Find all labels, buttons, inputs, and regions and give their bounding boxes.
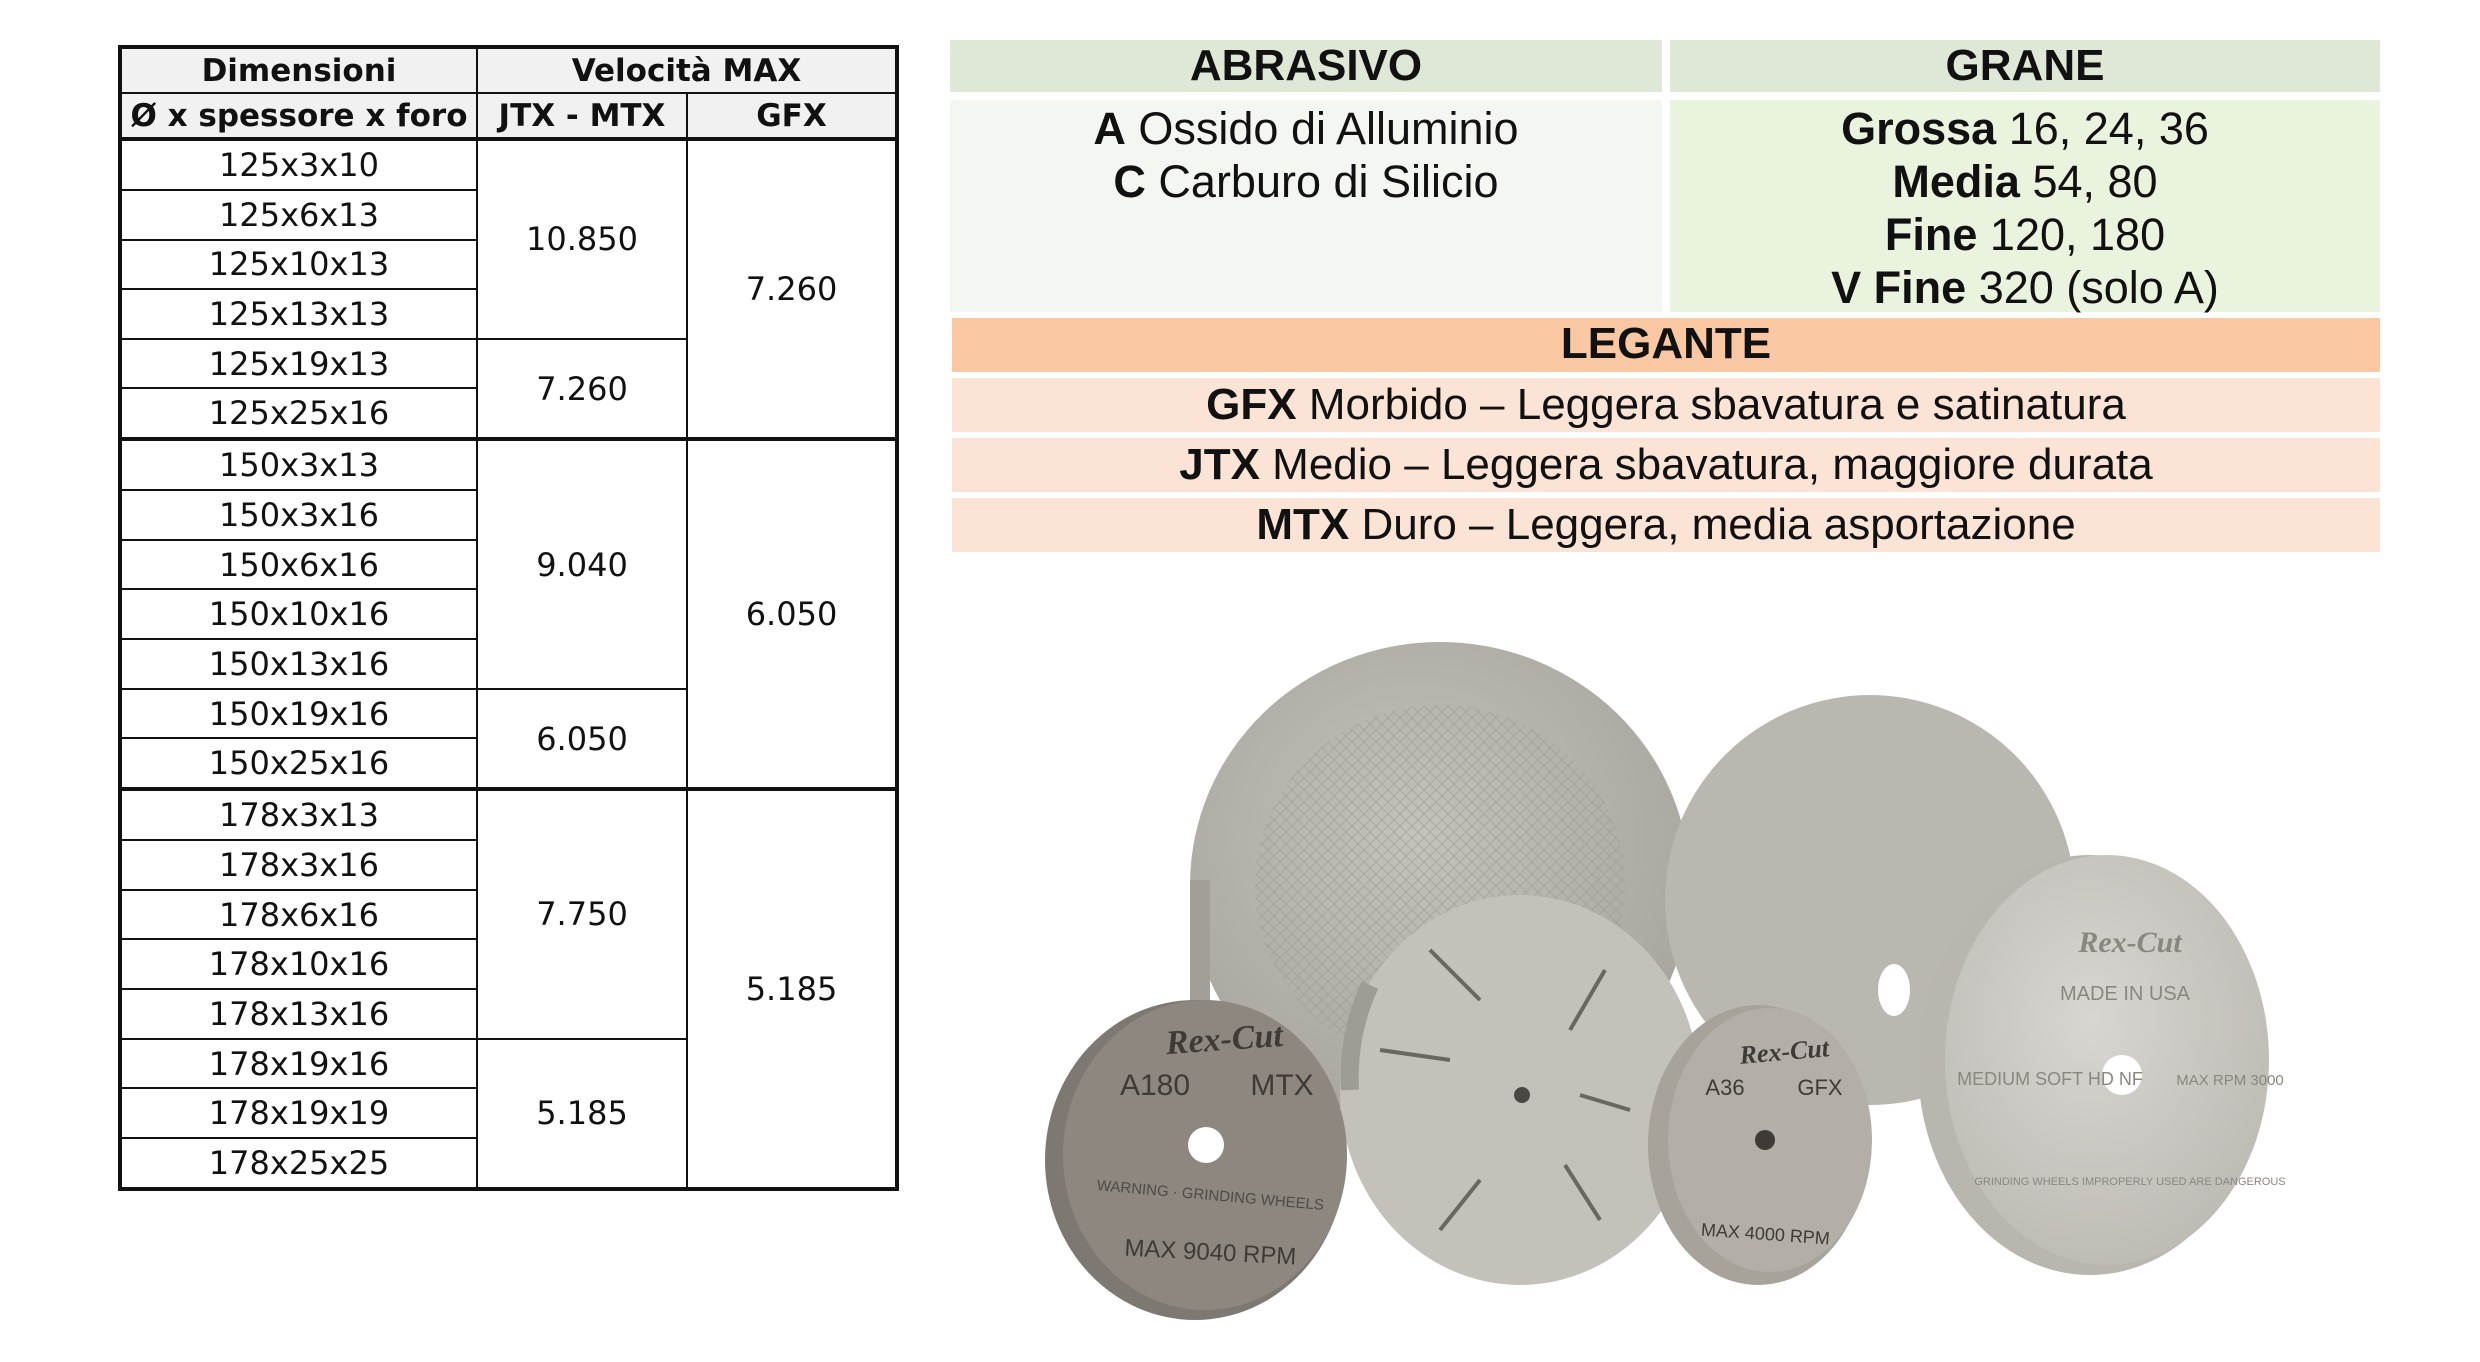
table-row: 178x6x16 xyxy=(119,888,897,941)
wheel-a180-bond: MTX xyxy=(1250,1069,1313,1102)
wheel-a180-brand: Rex-Cut xyxy=(1164,1017,1286,1062)
header-gfx: GFX xyxy=(686,92,898,141)
table-row: 125x6x13 xyxy=(119,188,897,241)
wheel-a36-grit: A36 xyxy=(1705,1075,1744,1100)
grane-item: Fine 120, 180 xyxy=(1884,209,2166,260)
legante-item-gfx: GFX Morbido – Leggera sbavatura e satina… xyxy=(952,378,2380,432)
dimension-cell: 125x3x10 xyxy=(119,138,478,191)
table-row: 178x25x25 xyxy=(119,1136,897,1192)
dimension-cell: 178x10x16 xyxy=(119,938,478,991)
wheel-medium-brand: Rex-Cut xyxy=(2077,926,2183,959)
table-row: 178x10x16 xyxy=(119,938,897,991)
gfx-speed-cell: 5.185 xyxy=(686,788,898,1191)
legante-item-mtx: MTX Duro – Leggera, media asportazione xyxy=(952,498,2380,552)
table-row: 125x25x16 xyxy=(119,387,897,442)
gfx-speed-cell: 7.260 xyxy=(686,137,898,442)
wheel-a36-gfx: Rex-Cut A36 GFX MAX 4000 RPM xyxy=(1648,1005,1872,1285)
grane-item: Grossa 16, 24, 36 xyxy=(1841,103,2209,154)
table-row: 150x19x16 6.050 xyxy=(119,687,897,792)
abrasivo-list: A Ossido di Alluminio C Carburo di Silic… xyxy=(950,100,1662,312)
wheel-a180-mtx: Rex-Cut A180 MTX WARNING · GRINDING WHEE… xyxy=(1045,1000,1347,1320)
grane-list: Grossa 16, 24, 36 Media 54, 80 Fine 120,… xyxy=(1670,100,2380,313)
wheel-medium-warning: GRINDING WHEELS IMPROPERLY USED ARE DANG… xyxy=(1974,1176,2285,1188)
abrasivo-header: ABRASIVO xyxy=(950,40,1662,92)
header-dimension-format: Ø x spessore x foro xyxy=(119,92,478,141)
abrasivo-item: A Ossido di Alluminio xyxy=(1093,103,1519,154)
product-photo: Rex-Cut A180 MTX WARNING · GRINDING WHEE… xyxy=(1045,642,2286,1320)
grane-header: GRANE xyxy=(1670,40,2380,92)
table-row: 125x3x10 10.850 7.260 xyxy=(119,137,898,442)
dimension-cell: 125x19x13 xyxy=(119,337,478,390)
wheel-medium-rpm: MAX RPM 3000 xyxy=(2176,1072,2284,1089)
jtx-mtx-speed-cell: 5.185 xyxy=(476,1037,688,1192)
dimension-cell: 178x19x19 xyxy=(119,1087,478,1139)
gfx-speed-cell: 6.050 xyxy=(686,438,898,792)
table-row: 150x3x16 xyxy=(119,489,897,541)
table-row: 150x6x16 xyxy=(119,538,897,591)
table-row: 178x19x16 5.185 xyxy=(119,1037,897,1192)
jtx-mtx-speed-cell: 9.040 xyxy=(476,438,688,690)
dimension-cell: 125x13x13 xyxy=(119,288,478,340)
wheel-medium-spec: MEDIUM SOFT HD NF xyxy=(1957,1069,2143,1089)
table-row: 125x13x13 xyxy=(119,288,897,340)
abrasivo-item: C Carburo di Silicio xyxy=(1113,156,1499,207)
wheel-medium-soft: Rex-Cut MADE IN USA MEDIUM SOFT HD NF MA… xyxy=(1918,855,2286,1275)
dimension-cell: 178x3x16 xyxy=(119,839,478,891)
table-row: 178x3x13 7.750 5.185 xyxy=(119,788,898,1191)
jtx-mtx-speed-cell: 7.260 xyxy=(476,337,688,442)
table-row: 178x13x16 xyxy=(119,988,897,1040)
table-row: 178x19x19 xyxy=(119,1087,897,1139)
dimension-cell: 150x6x16 xyxy=(119,538,478,591)
legante-header: LEGANTE xyxy=(952,318,2380,372)
speed-table: Dimensioni Velocità MAX Ø x spessore x f… xyxy=(118,45,899,1192)
dimension-cell: 178x3x13 xyxy=(119,788,478,842)
dimension-cell: 178x13x16 xyxy=(119,988,478,1040)
jtx-mtx-speed-cell: 6.050 xyxy=(476,687,688,792)
dimension-cell: 178x19x16 xyxy=(119,1037,478,1090)
dimension-cell: 178x6x16 xyxy=(119,888,478,941)
header-velocita-max: Velocità MAX xyxy=(476,46,898,94)
jtx-mtx-speed-cell: 7.750 xyxy=(476,788,688,1040)
table-body: 125x3x10 10.850 7.260 125x6x13 125x10x13 125x… xyxy=(119,137,898,1192)
table-row: 178x3x16 xyxy=(119,839,897,891)
legante-item-jtx: JTX Medio – Leggera sbavatura, maggiore … xyxy=(952,438,2380,492)
dimension-cell: 150x13x16 xyxy=(119,638,478,690)
wheel-a180-grit: A180 xyxy=(1120,1069,1190,1102)
table-row: 150x10x16 xyxy=(119,588,897,641)
table-row: 125x10x13 xyxy=(119,238,897,291)
wheel-medium-made: MADE IN USA xyxy=(2060,983,2191,1005)
dimension-cell: 178x25x25 xyxy=(119,1136,478,1192)
dimension-cell: 125x25x16 xyxy=(119,387,478,442)
grane-item: V Fine 320 (solo A) xyxy=(1831,262,2219,313)
wheel-a36-bond: GFX xyxy=(1797,1075,1843,1100)
table-row: 125x19x13 7.260 xyxy=(119,337,897,442)
dimension-cell: 150x19x16 xyxy=(119,687,478,740)
dimension-cell: 125x6x13 xyxy=(119,188,478,241)
dimension-cell: 125x10x13 xyxy=(119,238,478,291)
dimension-cell: 150x3x16 xyxy=(119,489,478,541)
dimension-cell: 150x10x16 xyxy=(119,588,478,641)
grane-item: Media 54, 80 xyxy=(1892,156,2158,207)
jtx-mtx-speed-cell: 10.850 xyxy=(476,138,688,340)
slotted-wheel xyxy=(1340,895,1700,1285)
table-row: 150x13x16 xyxy=(119,638,897,690)
dimension-cell: 150x3x13 xyxy=(119,438,478,492)
dimension-cell: 150x25x16 xyxy=(119,737,478,792)
table-row: 150x25x16 xyxy=(119,737,897,792)
header-dimensioni: Dimensioni xyxy=(119,46,478,94)
header-jtx-mtx: JTX - MTX xyxy=(476,92,688,141)
table-row: 150x3x13 9.040 6.050 xyxy=(119,438,898,792)
